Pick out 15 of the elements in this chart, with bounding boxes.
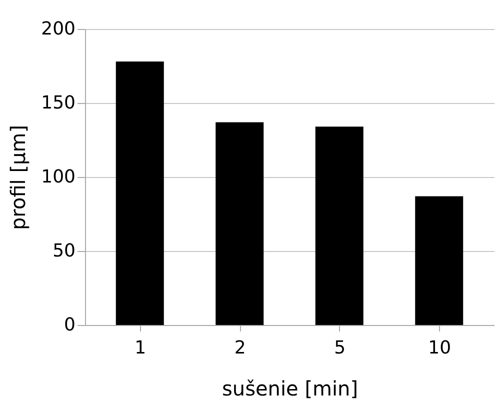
y-tick-label: 0 [64,314,76,336]
y-tick-label: 150 [41,92,76,114]
x-tick-label: 1 [134,338,146,358]
x-tick-label: 10 [428,338,452,358]
bar [216,122,264,325]
x-tick-label: 2 [234,338,246,358]
y-axis-title: profil [µm] [6,124,30,230]
x-tick-label: 5 [334,338,346,358]
x-axis-title: sušenie [min] [222,376,358,400]
bar [116,62,164,325]
bar [315,126,364,325]
y-tick-label: 50 [52,240,76,262]
bar [415,196,464,325]
y-tick-label: 100 [41,166,76,188]
y-tick-label: 200 [41,18,76,40]
